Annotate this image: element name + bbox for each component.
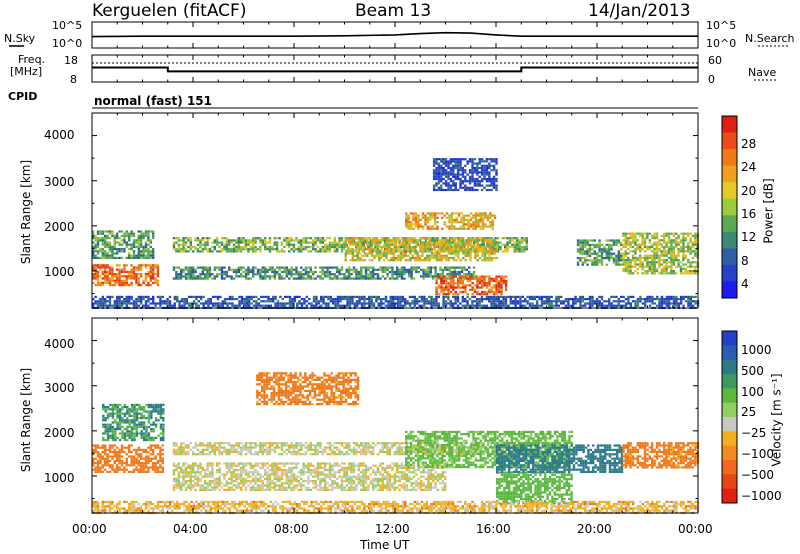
velocity-colorbar-segment — [722, 345, 737, 361]
x-tick-label: 20:00 — [577, 522, 612, 536]
power-colorbar-tick: 8 — [741, 253, 749, 268]
power-colorbar-segment — [722, 165, 737, 183]
velocity-band-5 — [496, 471, 573, 505]
velocity-colorbar-tick: 1000 — [741, 343, 772, 357]
velocity-colorbar-tick: 500 — [741, 363, 764, 378]
power-colorbar-segment — [722, 182, 737, 200]
velocity-colorbar-segment — [722, 445, 737, 461]
x-tick-label: 08:00 — [274, 522, 309, 536]
sky-noise-line — [91, 31, 698, 38]
power-ytick-2000: 2000 — [44, 220, 75, 234]
power-colorbar-segment — [722, 231, 737, 249]
velocity-colorbar-segment — [722, 474, 737, 490]
power-ytick-4000: 4000 — [44, 128, 75, 142]
velocity-colorbar-segment — [722, 331, 737, 346]
velocity-ytick-4000: 4000 — [44, 337, 75, 351]
cpid-label: CPID — [8, 90, 38, 103]
date-title: 14/Jan/2013 — [588, 1, 691, 21]
power-band-1 — [92, 230, 155, 259]
velocity-colorbar-segment — [722, 388, 737, 404]
velocity-band-1 — [102, 403, 165, 442]
nsearch-tick-bottom: 10^0 — [706, 37, 737, 50]
nsearch-tick-top: 10^5 — [706, 19, 737, 32]
velocity-colorbar-segment — [722, 417, 737, 432]
power-band-9 — [622, 232, 699, 275]
nsky-tick-top: 10^5 — [52, 19, 83, 32]
power-colorbar-tick: 24 — [741, 160, 757, 175]
power-colorbar-segment — [722, 248, 737, 266]
nsky-tick-bottom: 10^0 — [52, 37, 83, 50]
velocity-colorbar-tick: −25 — [741, 426, 767, 441]
freq-unit-label: [MHz] — [10, 65, 43, 78]
power-colorbar-segment — [722, 116, 737, 133]
power-colorbar-segment — [722, 149, 737, 167]
x-tick-label: 00:00 — [72, 522, 107, 536]
power-ytick-3000: 3000 — [44, 175, 75, 189]
power-colorbar-segment — [722, 198, 737, 216]
power-colorbar-segment — [722, 281, 737, 299]
power-band-10 — [432, 158, 498, 192]
velocity-ytick-2000: 2000 — [44, 426, 75, 440]
velocity-band-8 — [92, 500, 700, 514]
power-colorbar-segment — [722, 215, 737, 233]
x-tick-label: 16:00 — [476, 522, 511, 536]
velocity-band-0 — [92, 444, 164, 473]
velocity-ytick-3000: 3000 — [44, 381, 75, 395]
velocity-colorbar-segment — [722, 374, 737, 389]
velocity-colorbar-tick: −100 — [741, 447, 774, 461]
velocity-colorbar-tick: −500 — [741, 467, 774, 482]
velocity-colorbar-frame — [721, 330, 738, 504]
x-tick-label: 12:00 — [375, 522, 410, 536]
power-colorbar-frame — [721, 115, 738, 299]
power-colorbar-tick: 20 — [741, 183, 757, 198]
velocity-colorbar-segment — [722, 460, 737, 475]
x-tick-label: 00:00 — [678, 522, 713, 536]
velocity-colorbar-tick: 25 — [741, 405, 757, 420]
power-colorbar-tick: 28 — [741, 137, 757, 151]
freq-tick-top: 18 — [64, 54, 78, 67]
power-colorbar-tick: 16 — [741, 206, 757, 221]
power-band-4 — [344, 237, 499, 262]
power-colorbar-segment — [722, 132, 737, 150]
nsearch-label: N.Search — [745, 32, 795, 45]
velocity-colorbar-segment — [722, 402, 737, 418]
power-colorbar-tick: 4 — [741, 276, 749, 291]
velocity-colorbar-segment — [722, 488, 737, 504]
velocity-colorbar-segment — [722, 431, 737, 447]
frequency-line — [92, 66, 698, 73]
velocity-band-7 — [622, 442, 699, 469]
velocity-band-3 — [172, 462, 447, 491]
freq-tick-bottom: 8 — [70, 73, 77, 86]
freq-label: Freq. — [18, 53, 46, 66]
velocity-band-6 — [496, 444, 624, 473]
velocity-colorbar-segment — [722, 359, 737, 375]
velocity-colorbar-tick: −1000 — [741, 488, 782, 503]
x-axis-label: Time UT — [360, 538, 410, 552]
velocity-colorbar-tick: 100 — [741, 384, 764, 399]
power-band-5 — [435, 275, 508, 296]
nave-tick-bottom: 0 — [708, 73, 715, 86]
cpid-value: normal (fast) 151 — [94, 94, 212, 108]
nave-label: Nave — [748, 66, 777, 79]
power-colorbar-segment — [722, 264, 737, 282]
x-tick-label: 04:00 — [173, 522, 208, 536]
velocity-band-9 — [256, 372, 360, 406]
power-band-3 — [172, 266, 478, 280]
power-colorbar-tick: 12 — [741, 230, 757, 245]
nsky-label: N.Sky — [4, 32, 36, 45]
power-band-8 — [576, 239, 623, 266]
power-band-0 — [92, 264, 160, 287]
station-title: Kerguelen (fitACF) — [92, 1, 247, 21]
nave-tick-top: 60 — [708, 54, 722, 67]
velocity-ytick-1000: 1000 — [44, 471, 75, 485]
beam-title: Beam 13 — [355, 1, 432, 21]
power-ytick-1000: 1000 — [44, 265, 75, 279]
power-band-7 — [92, 295, 700, 309]
power-band-6 — [405, 212, 497, 230]
